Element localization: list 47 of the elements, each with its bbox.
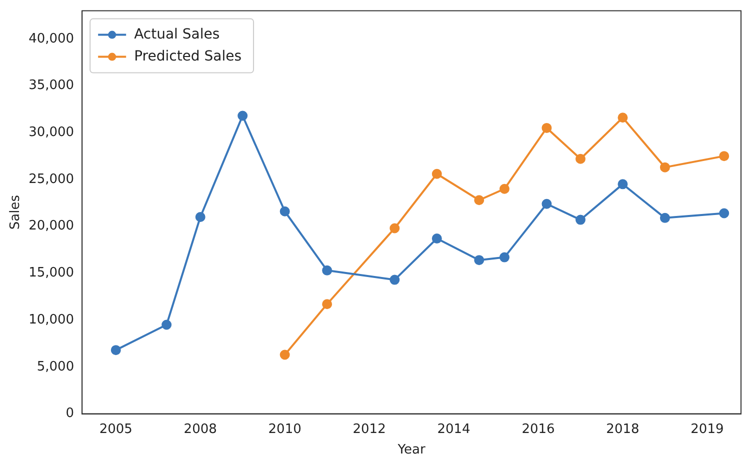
- point: [618, 179, 628, 190]
- y-tick-label: 35,000: [28, 78, 74, 94]
- x-tick-label: 2014: [437, 422, 470, 437]
- point: [432, 168, 442, 179]
- point: [432, 234, 442, 244]
- y-tick-label: 5,000: [36, 359, 74, 374]
- x-tick-label: 2016: [522, 422, 555, 437]
- point: [280, 206, 290, 216]
- point: [499, 184, 510, 194]
- y-tick-label: 30,000: [28, 125, 74, 140]
- point: [238, 110, 248, 121]
- point: [575, 214, 586, 225]
- point: [390, 223, 400, 234]
- point: [322, 265, 332, 276]
- point: [719, 208, 730, 218]
- point: [390, 274, 400, 285]
- point: [719, 151, 730, 162]
- y-tick-label: 10,000: [28, 312, 74, 328]
- point: [542, 198, 552, 209]
- y-tick-label: 25,000: [28, 172, 74, 187]
- point: [280, 350, 290, 360]
- x-axis-title: Year: [396, 442, 426, 458]
- point: [542, 122, 552, 133]
- point: [618, 112, 628, 123]
- x-tick-label: 2018: [606, 422, 640, 437]
- x-tick-label: 2008: [184, 422, 217, 437]
- legend-label: Actual Sales: [134, 26, 220, 42]
- point: [499, 252, 510, 262]
- x-tick-label: 2012: [352, 422, 386, 437]
- x-tick-label: 2005: [99, 422, 132, 437]
- point: [474, 195, 484, 206]
- legend-label: Predicted Sales: [134, 48, 242, 64]
- point: [162, 320, 172, 330]
- point: [474, 255, 484, 266]
- point: [195, 212, 206, 222]
- point: [660, 212, 670, 223]
- y-axis-title: Sales: [8, 194, 24, 230]
- y-tick-label: 40,000: [28, 31, 74, 46]
- y-tick-label: 0: [66, 406, 74, 422]
- y-tick-label: 15,000: [28, 266, 74, 281]
- y-tick-label: 20,000: [28, 218, 74, 234]
- point: [322, 299, 332, 310]
- point: [660, 162, 670, 172]
- point: [110, 345, 121, 356]
- x-tick-label: 2010: [268, 422, 302, 437]
- x-tick-label: 2019: [690, 422, 724, 437]
- point: [575, 154, 586, 164]
